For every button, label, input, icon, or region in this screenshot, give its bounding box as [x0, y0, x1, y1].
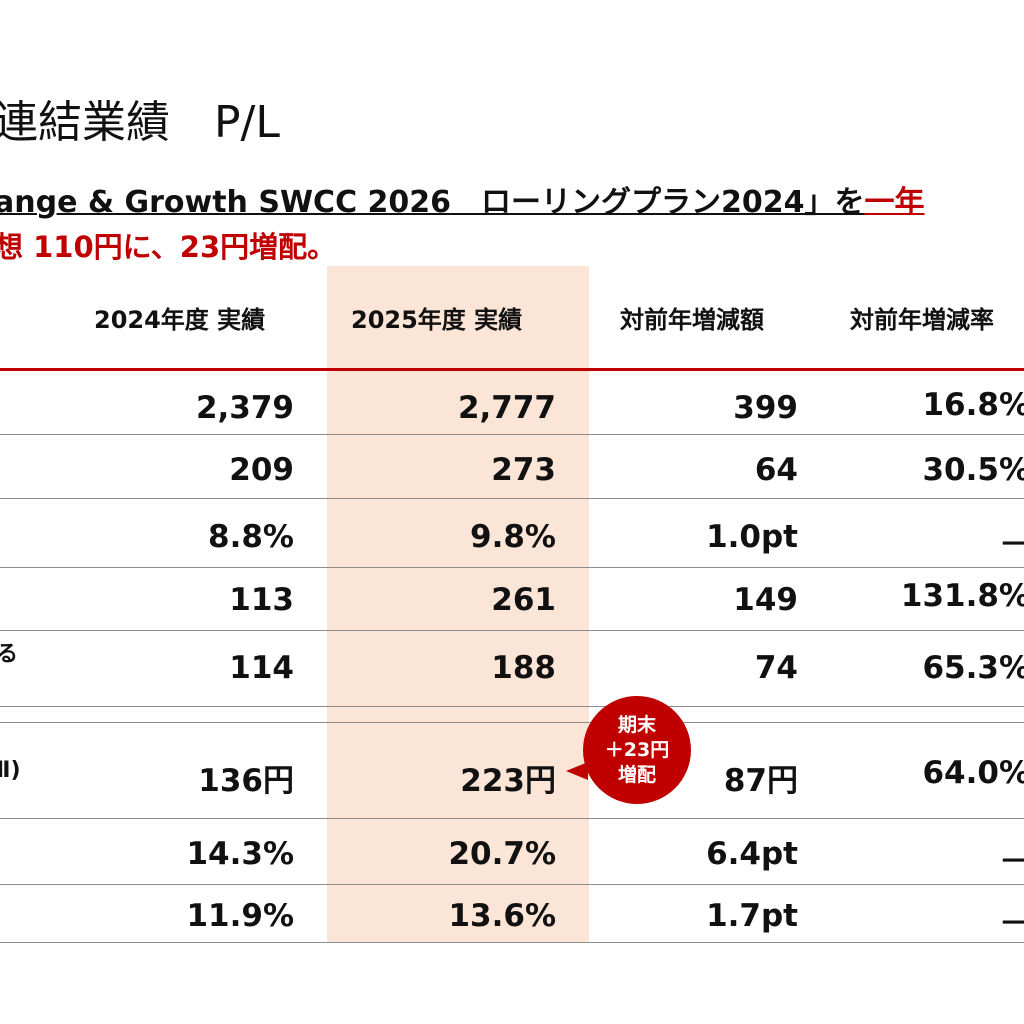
- table-cell: 14.3%: [186, 836, 294, 872]
- header-rule: [0, 368, 1024, 371]
- row-label-dividend: Ⅱ): [0, 758, 21, 783]
- header-yoy-change: 対前年増減額: [620, 306, 764, 334]
- table-cell: 261: [491, 582, 556, 618]
- callout-line-1: 期末: [617, 713, 656, 736]
- table-cell: 87円: [723, 763, 798, 799]
- table-cell: 113: [229, 582, 294, 618]
- dividend-increase-callout: 期末 ＋23円 増配: [583, 696, 691, 804]
- table-cell: 16.8%: [922, 387, 1024, 423]
- table-cell: 74: [754, 650, 798, 686]
- section-divider: [0, 722, 1024, 723]
- table-cell: 8.8%: [208, 519, 294, 555]
- page-title: 連結業績 P/L: [0, 97, 280, 148]
- row-divider: [0, 818, 1024, 819]
- table-cell: 11.9%: [186, 898, 294, 934]
- subtitle-line-2: 想 110円に、23円増配。: [0, 224, 336, 266]
- highlight-column-2025: [327, 266, 589, 942]
- callout-pointer: [566, 762, 588, 780]
- callout-line-3: 増配: [617, 763, 656, 786]
- header-yoy-rate: 対前年増減率: [850, 306, 994, 334]
- table-cell: 223円: [460, 763, 556, 799]
- table-cell: 136円: [198, 763, 294, 799]
- table-cell: 20.7%: [448, 836, 556, 872]
- row-divider: [0, 630, 1024, 631]
- header-2024-actual: 2024年度 実績: [94, 306, 266, 334]
- table-cell: 6.4pt: [706, 836, 798, 872]
- table-cell: 64.0%: [922, 755, 1024, 791]
- table-bottom-rule: [0, 942, 1024, 943]
- table-cell: 2,777: [457, 390, 556, 426]
- table-cell: 209: [229, 452, 294, 488]
- row-divider: [0, 567, 1024, 568]
- table-cell: 9.8%: [470, 519, 556, 555]
- table-cell: 399: [733, 390, 798, 426]
- table-cell: －: [999, 836, 1024, 881]
- callout-line-2: ＋23円: [604, 738, 670, 761]
- row-label-profit-attributable: る: [0, 642, 19, 667]
- row-divider: [0, 434, 1024, 435]
- table-cell: －: [999, 898, 1024, 943]
- section-divider: [0, 706, 1024, 707]
- subtitle-line-1: ange & Growth SWCC 2026 ローリングプラン2024」を一年: [0, 177, 925, 221]
- table-cell: 64: [754, 452, 798, 488]
- table-cell: 188: [491, 650, 556, 686]
- subtitle-line-2-text: 想 110円に、23円増配。: [0, 230, 337, 264]
- subtitle-line-1-emphasis: 一年: [864, 185, 925, 220]
- table-cell: 30.5%: [922, 452, 1024, 488]
- row-divider: [0, 498, 1024, 499]
- table-cell: 149: [733, 582, 798, 618]
- row-divider: [0, 884, 1024, 885]
- table-cell: －: [999, 519, 1024, 564]
- table-cell: 131.8%: [900, 578, 1024, 614]
- table-cell: 1.7pt: [706, 898, 798, 934]
- table-cell: 273: [491, 452, 556, 488]
- header-2025-actual: 2025年度 実績: [351, 306, 523, 334]
- table-cell: 65.3%: [922, 650, 1024, 686]
- subtitle-line-1-text: ange & Growth SWCC 2026 ローリングプラン2024」を: [0, 185, 865, 220]
- table-cell: 114: [229, 650, 294, 686]
- table-cell: 2,379: [195, 390, 294, 426]
- table-cell: 1.0pt: [706, 519, 798, 555]
- table-cell: 13.6%: [448, 898, 556, 934]
